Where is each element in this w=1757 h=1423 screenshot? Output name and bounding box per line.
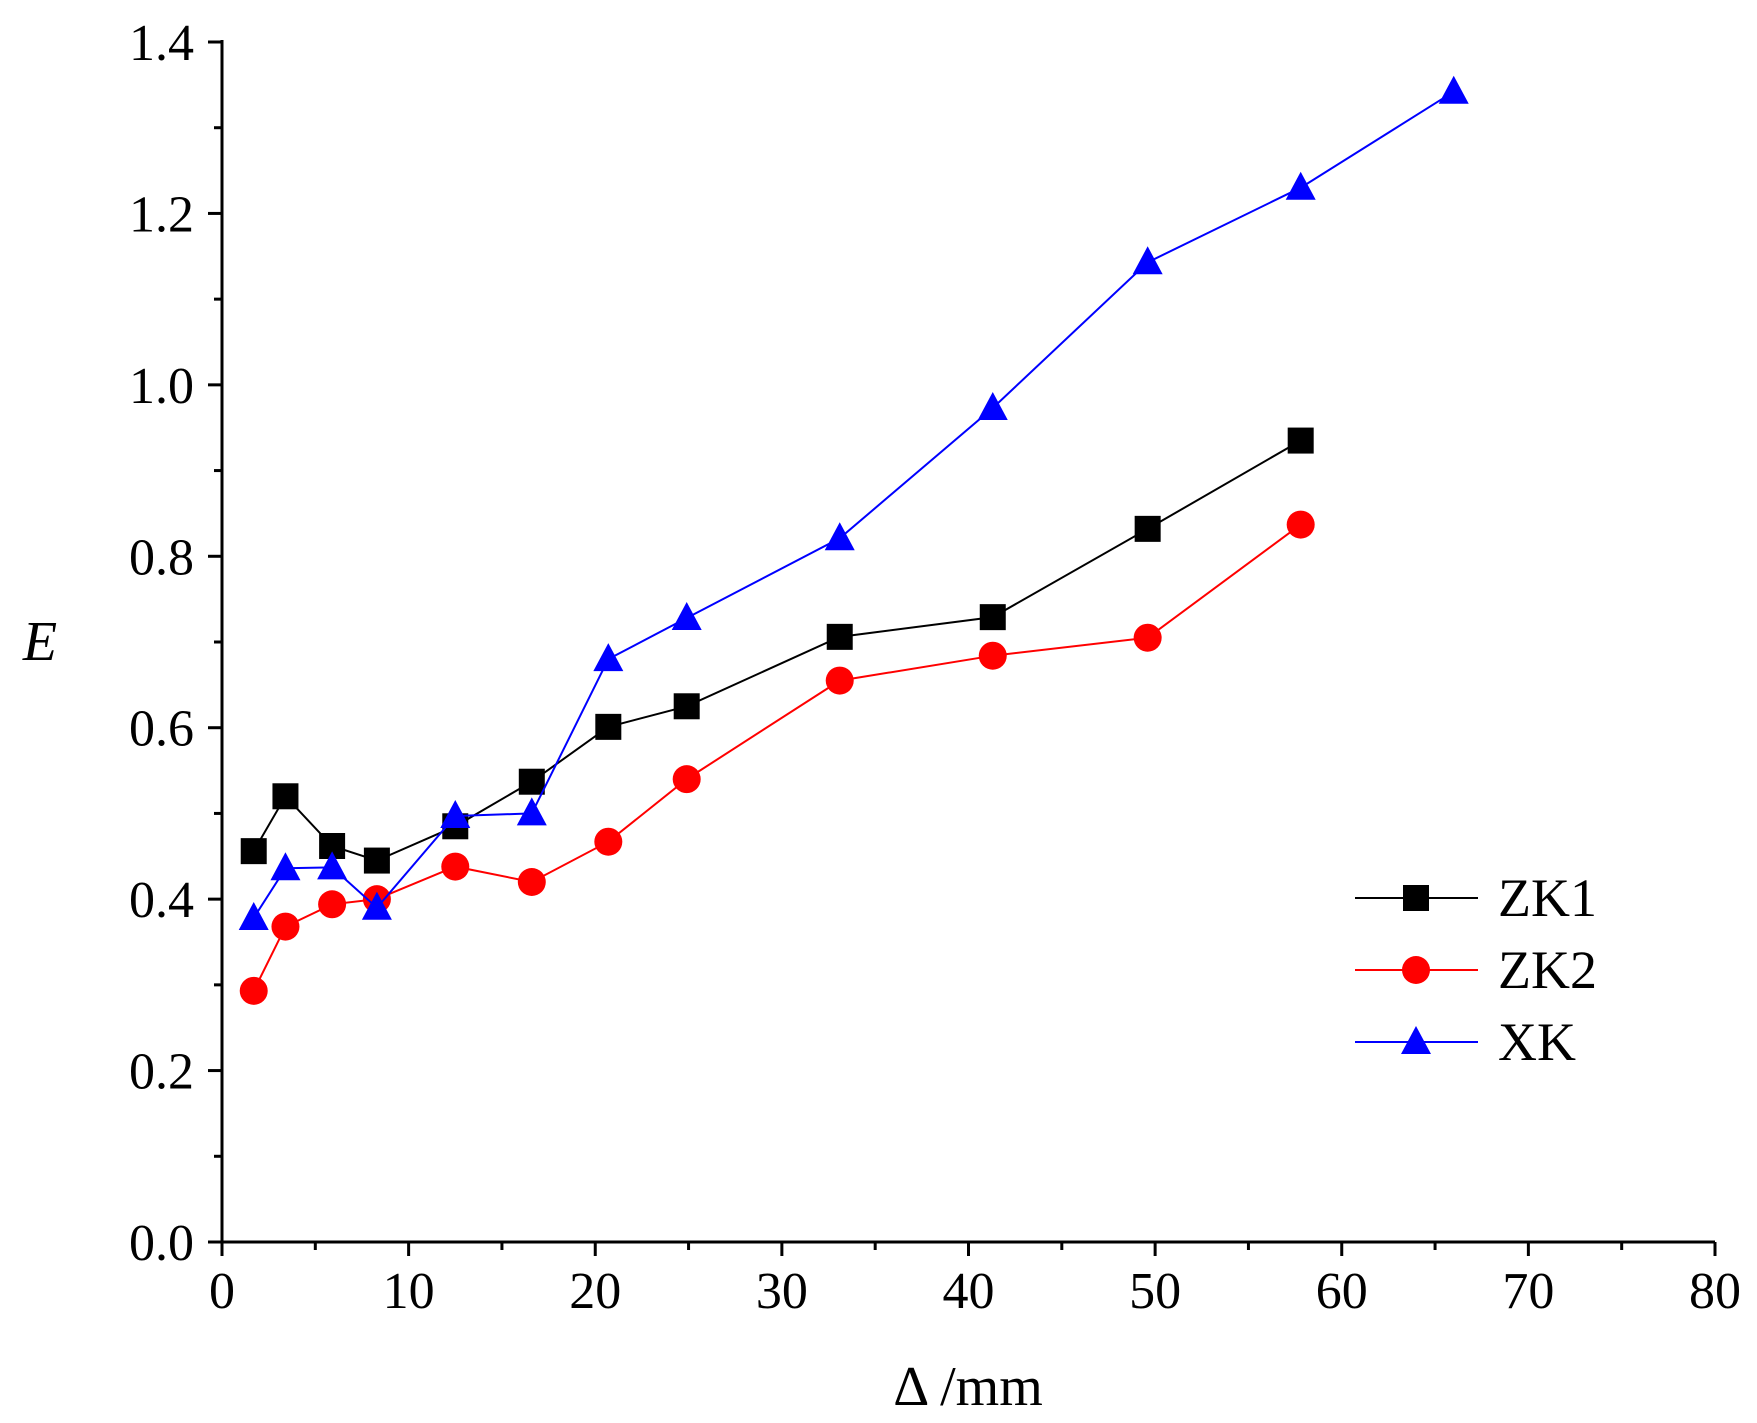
x-tick-label: 80: [1689, 1263, 1741, 1320]
data-point-zk2: [441, 852, 470, 881]
data-point-zk2: [1286, 510, 1315, 539]
data-point-zk2: [825, 666, 854, 695]
x-tick-label: 30: [756, 1263, 808, 1320]
x-axis-title: Δ /mm: [893, 1356, 1043, 1418]
data-point-xk: [1285, 171, 1316, 200]
legend-item-zk2: ZK2: [1355, 940, 1597, 1000]
data-point-zk2: [1133, 623, 1162, 652]
legend-item-zk1: ZK1: [1355, 868, 1597, 928]
legend-label-zk2: ZK2: [1498, 940, 1597, 1000]
x-tick-label: 20: [569, 1263, 621, 1320]
data-point-xk: [593, 643, 624, 672]
data-point-zk1: [826, 623, 853, 650]
data-point-zk1: [518, 768, 545, 795]
axes: 0.0 0.2 0.4 0.6 0.8 1.0 1.2 1.4 0 10 20 30 40 50 60 70…: [129, 15, 1741, 1320]
plot-area: [238, 75, 1469, 1005]
data-point-xk: [1132, 246, 1163, 275]
y-tick-label: 0.4: [129, 872, 194, 929]
data-point-xk: [977, 392, 1008, 420]
y-ticks: 0.0 0.2 0.4 0.6 0.8 1.0 1.2 1.4: [129, 15, 222, 1272]
data-point-zk2: [978, 641, 1007, 670]
data-point-zk2: [318, 890, 347, 919]
data-point-xk: [317, 851, 348, 880]
y-tick-label: 0.8: [129, 529, 194, 586]
data-point-xk: [440, 800, 471, 828]
data-point-zk2: [239, 976, 268, 1005]
y-tick-label: 1.0: [129, 358, 194, 415]
data-point-xk: [270, 852, 301, 881]
y-tick-label: 0.6: [129, 701, 194, 758]
data-point-xk: [238, 902, 269, 930]
series-line-zk2: [252, 523, 1302, 992]
data-point-zk2: [672, 765, 701, 794]
legend-label-xk: XK: [1498, 1012, 1576, 1072]
data-point-xk: [671, 602, 702, 630]
data-point-xk: [516, 797, 547, 826]
data-point-zk2: [271, 912, 300, 941]
data-point-xk: [1438, 75, 1469, 104]
x-tick-label: 10: [383, 1263, 435, 1320]
x-tick-label: 70: [1502, 1263, 1554, 1320]
data-point-zk2: [517, 868, 546, 896]
x-tick-label: 60: [1316, 1263, 1368, 1320]
x-ticks: 0 10 20 30 40 50 60 70 80: [209, 1242, 1741, 1320]
x-tick-label: 50: [1129, 1263, 1181, 1320]
y-tick-label: 0.2: [129, 1044, 194, 1101]
legend-marker-zk2: [1402, 956, 1430, 984]
y-tick-label: 1.4: [129, 15, 194, 72]
data-point-zk1: [673, 693, 700, 720]
legend-marker-zk1: [1403, 885, 1429, 911]
series-line-xk: [252, 90, 1455, 919]
legend-marker-xk: [1401, 1026, 1431, 1054]
data-point-zk1: [1287, 427, 1314, 454]
x-tick-label: 40: [943, 1263, 995, 1320]
data-point-zk1: [1134, 515, 1161, 542]
data-point-zk2: [594, 827, 623, 856]
legend: ZK1 ZK2 XK: [1355, 868, 1597, 1072]
legend-item-xk: XK: [1355, 1012, 1576, 1072]
y-tick-label: 0.0: [129, 1215, 194, 1272]
data-point-zk1: [595, 713, 622, 740]
data-point-zk1: [272, 783, 299, 810]
data-point-zk1: [363, 847, 390, 874]
data-point-zk1: [979, 604, 1006, 631]
legend-label-zk1: ZK1: [1498, 868, 1597, 928]
data-point-xk: [361, 891, 392, 920]
data-point-xk: [824, 522, 855, 551]
series-xk: [238, 75, 1469, 930]
series-zk2: [239, 510, 1315, 1005]
y-axis-title: E: [22, 611, 57, 673]
y-tick-label: 1.2: [129, 186, 194, 243]
x-tick-label: 0: [209, 1263, 235, 1320]
series-zk1: [240, 427, 1314, 874]
data-point-zk1: [240, 838, 267, 865]
